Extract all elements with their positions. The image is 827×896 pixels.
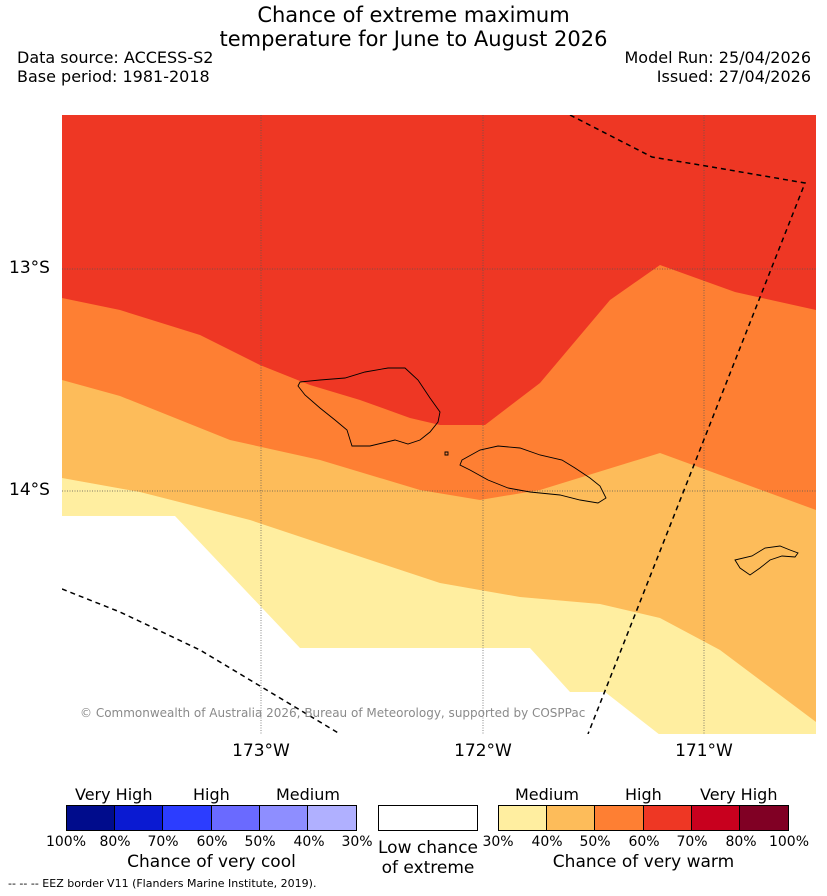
warm-swatch-80-100 (739, 806, 789, 830)
manono-island (444, 451, 449, 456)
title-line-1: Chance of extreme maximum (257, 3, 570, 27)
eez-border (62, 115, 807, 734)
map-title: Chance of extreme maximum temperature fo… (0, 3, 827, 51)
copyright-notice: © Commonwealth of Australia 2026, Bureau… (80, 706, 586, 720)
cool-swatch-70-60 (163, 806, 212, 830)
cool-tick-40: 40% (293, 834, 325, 850)
cool-swatch-50-40 (259, 806, 308, 830)
warm-scale-title: Chance of very warm (552, 852, 735, 872)
warm-colorbar (498, 805, 789, 831)
warm-category-very-high: Very High (700, 785, 778, 804)
warm-category-medium: Medium (515, 785, 579, 804)
warm-tick-80: 80% (725, 834, 757, 850)
lat-label-13s: 13°S (9, 258, 50, 278)
warm-swatch-30-40 (499, 806, 548, 830)
warm-category-high: High (625, 785, 662, 804)
cool-swatch-100-80 (67, 806, 116, 830)
low-chance-swatch (378, 805, 478, 831)
cool-tick-70: 70% (147, 834, 179, 850)
cool-scale-title: Chance of very cool (127, 852, 296, 872)
warm-swatch-60-70 (643, 806, 692, 830)
warm-tick-70: 70% (676, 834, 708, 850)
lon-label-171w: 171°W (675, 741, 733, 761)
cool-category-high: High (193, 785, 230, 804)
warm-tick-40: 40% (531, 834, 563, 850)
eez-footnote: -- -- -- EEZ border V11 (Flanders Marine… (8, 877, 317, 890)
warm-swatch-70-80 (691, 806, 740, 830)
run-info: Model Run: 25/04/2026 Issued: 27/04/2026 (625, 48, 812, 86)
cool-tick-80: 80% (99, 834, 131, 850)
warm-tick-30: 30% (482, 834, 514, 850)
zone-high-60-70 (62, 115, 816, 425)
savaii-island (297, 367, 441, 447)
source-info: Data source: ACCESS-S2 Base period: 1981… (17, 48, 213, 86)
issued-date: Issued: 27/04/2026 (656, 67, 811, 86)
lon-label-172w: 172°W (454, 741, 512, 761)
cool-swatch-80-70 (115, 806, 164, 830)
cool-category-medium: Medium (276, 785, 340, 804)
cool-swatch-60-50 (211, 806, 260, 830)
cool-tick-30: 30% (341, 834, 373, 850)
warm-tick-50: 50% (579, 834, 611, 850)
warm-tick-60: 60% (628, 834, 660, 850)
lon-label-173w: 173°W (232, 741, 290, 761)
cool-tick-100: 100% (45, 834, 87, 850)
tutuila-island (734, 545, 799, 576)
lat-label-14s: 14°S (9, 480, 50, 500)
warm-swatch-50-60 (595, 806, 644, 830)
lat-gridlines (62, 268, 816, 492)
warm-swatch-40-50 (547, 806, 596, 830)
cool-tick-50: 50% (244, 834, 276, 850)
lon-gridlines (260, 115, 705, 734)
title-line-2: temperature for June to August 2026 (219, 27, 608, 51)
model-run: Model Run: 25/04/2026 (624, 48, 812, 67)
cool-category-very-high: Very High (75, 785, 153, 804)
cool-swatch-40-30 (307, 806, 357, 830)
cool-tick-60: 60% (196, 834, 228, 850)
upolu-island (459, 445, 607, 504)
base-period: Base period: 1981-2018 (17, 67, 210, 86)
cool-colorbar (66, 805, 357, 831)
low-chance-line-2: of extreme (381, 858, 475, 878)
low-chance-label: Low chance of extreme (368, 838, 488, 878)
warm-tick-100: 100% (768, 834, 810, 850)
low-chance-line-1: Low chance (378, 838, 478, 858)
data-source: Data source: ACCESS-S2 (17, 48, 214, 67)
